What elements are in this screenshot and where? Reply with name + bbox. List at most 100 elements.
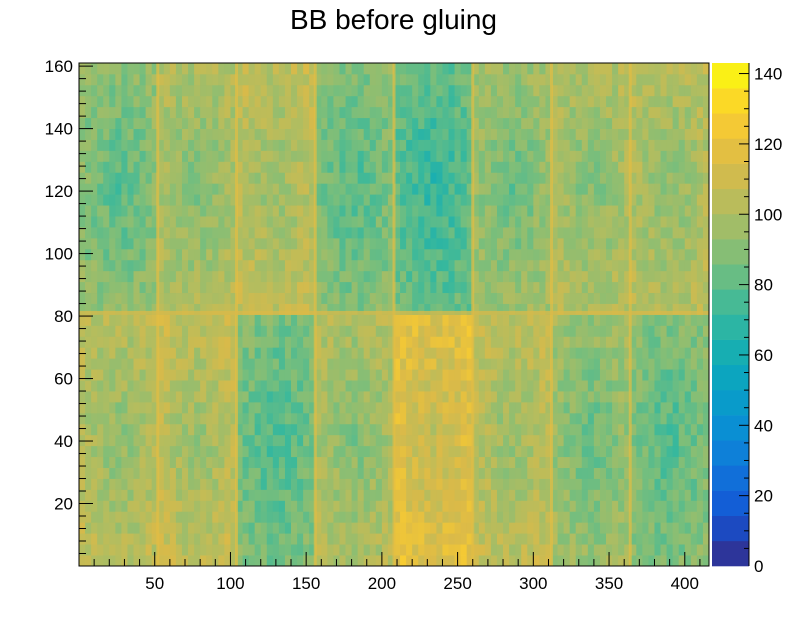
heatmap-cell bbox=[509, 336, 516, 348]
heatmap-cell bbox=[696, 237, 704, 250]
heatmap-cell bbox=[557, 227, 565, 239]
heatmap-cell bbox=[521, 456, 528, 468]
heatmap-cell bbox=[466, 478, 474, 490]
heatmap-cell bbox=[115, 194, 122, 206]
heatmap-cell bbox=[684, 500, 692, 512]
heatmap-cell bbox=[127, 95, 134, 108]
heatmap-cell bbox=[121, 150, 128, 162]
x-tick-label: 100 bbox=[216, 574, 244, 593]
heatmap-cell bbox=[490, 456, 498, 468]
heatmap-cell bbox=[424, 216, 431, 228]
heatmap-cell bbox=[672, 63, 680, 75]
heatmap-cell bbox=[636, 183, 643, 195]
heatmap-cell bbox=[678, 117, 686, 129]
heatmap-cell bbox=[666, 336, 674, 348]
heatmap-cell bbox=[551, 194, 558, 206]
heatmap-cell bbox=[163, 423, 171, 436]
heatmap-cell bbox=[666, 106, 674, 119]
heatmap-cell bbox=[85, 380, 92, 392]
heatmap-cell bbox=[624, 412, 631, 425]
heatmap-cell bbox=[212, 380, 219, 392]
heatmap-cell bbox=[339, 259, 346, 272]
heatmap-cell bbox=[424, 380, 431, 392]
heatmap-cell bbox=[163, 533, 171, 545]
heatmap-cell bbox=[618, 117, 625, 129]
heatmap-cell bbox=[660, 128, 667, 140]
heatmap-cell bbox=[618, 555, 625, 567]
heatmap-cell bbox=[369, 128, 377, 140]
heatmap-cell bbox=[333, 478, 340, 490]
heatmap-cell bbox=[466, 216, 474, 228]
heatmap-cell bbox=[551, 533, 558, 545]
heatmap-cell bbox=[448, 303, 455, 315]
heatmap-cell bbox=[188, 117, 195, 129]
heatmap-cell bbox=[460, 347, 468, 359]
heatmap-cell bbox=[624, 533, 631, 545]
heatmap-cell bbox=[157, 95, 165, 108]
heatmap-cell bbox=[163, 500, 171, 512]
heatmap-cell bbox=[533, 489, 540, 501]
heatmap-cell bbox=[478, 270, 486, 283]
heatmap-cell bbox=[599, 259, 607, 272]
heatmap-cell bbox=[448, 336, 455, 348]
heatmap-cell bbox=[97, 336, 104, 348]
heatmap-cell bbox=[587, 478, 595, 490]
heatmap-cell bbox=[224, 380, 231, 392]
heatmap-cell bbox=[297, 128, 304, 140]
heatmap-cell bbox=[303, 73, 310, 86]
heatmap-cell bbox=[291, 358, 298, 370]
heatmap-cell bbox=[369, 467, 377, 479]
heatmap-cell bbox=[503, 445, 510, 458]
heatmap-cell bbox=[466, 544, 474, 556]
heatmap-cell bbox=[224, 511, 231, 523]
heatmap-cell bbox=[606, 347, 613, 359]
heatmap-cell bbox=[200, 511, 207, 523]
heatmap-cell bbox=[169, 412, 177, 425]
heatmap-cell bbox=[242, 467, 250, 479]
heatmap-cell bbox=[563, 391, 571, 403]
heatmap-cell bbox=[369, 150, 377, 162]
heatmap-cell bbox=[181, 500, 189, 512]
heatmap-cell bbox=[527, 445, 534, 458]
heatmap-cell bbox=[484, 445, 492, 458]
heatmap-cell bbox=[521, 380, 528, 392]
heatmap-cell bbox=[139, 391, 147, 403]
heatmap-cell bbox=[169, 533, 177, 545]
heatmap-cell bbox=[345, 194, 352, 206]
heatmap-cell bbox=[381, 237, 389, 250]
heatmap-cell bbox=[357, 216, 365, 228]
heatmap-cell bbox=[339, 336, 346, 348]
heatmap-cell bbox=[436, 139, 443, 151]
heatmap-cell bbox=[672, 544, 680, 556]
heatmap-cell bbox=[606, 522, 613, 534]
heatmap-cell bbox=[503, 183, 510, 195]
heatmap-cell bbox=[533, 194, 540, 206]
heatmap-cell bbox=[624, 84, 631, 97]
heatmap-cell bbox=[345, 489, 352, 501]
heatmap-cell bbox=[345, 128, 352, 140]
heatmap-cell bbox=[109, 369, 116, 381]
heatmap-cell bbox=[587, 63, 595, 75]
heatmap-cell bbox=[260, 303, 268, 315]
heatmap-cell bbox=[551, 270, 558, 283]
heatmap-cell bbox=[248, 117, 256, 129]
heatmap-cell bbox=[236, 259, 243, 272]
heatmap-cell bbox=[109, 467, 116, 479]
heatmap-cell bbox=[291, 544, 298, 556]
heatmap-cell bbox=[606, 358, 613, 370]
heatmap-cell bbox=[503, 281, 510, 294]
heatmap-cell bbox=[678, 401, 686, 414]
heatmap-cell bbox=[509, 205, 516, 217]
heatmap-cell bbox=[412, 150, 419, 162]
heatmap-cell bbox=[151, 84, 159, 97]
heatmap-cell bbox=[394, 84, 401, 97]
heatmap-cell bbox=[533, 205, 540, 217]
heatmap-cell bbox=[587, 237, 595, 250]
heatmap-cell bbox=[448, 183, 455, 195]
heatmap-cell bbox=[648, 511, 655, 523]
heatmap-cell bbox=[521, 544, 528, 556]
heatmap-cell bbox=[327, 489, 334, 501]
heatmap-cell bbox=[672, 248, 680, 261]
heatmap-cell bbox=[200, 95, 207, 108]
heatmap-cell bbox=[266, 478, 274, 490]
